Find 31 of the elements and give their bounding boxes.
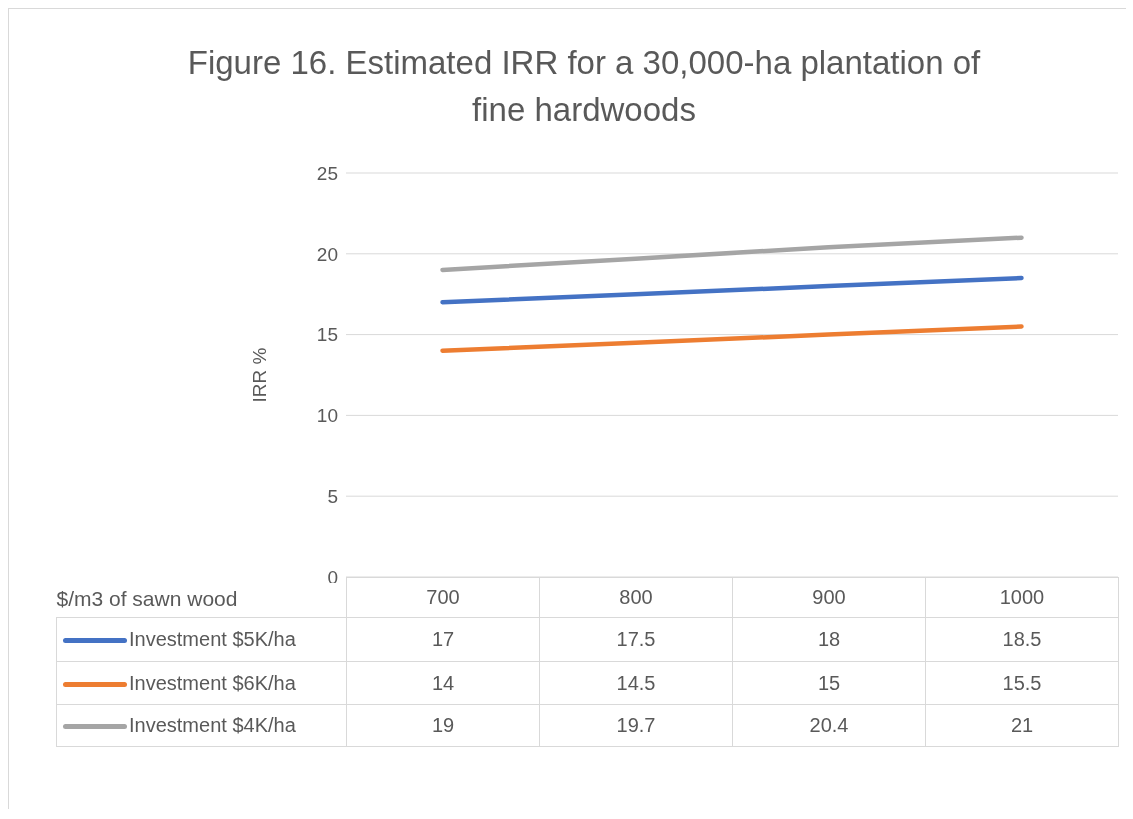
data-label: 17.5 [539,617,733,662]
x-tick-label: 700 [346,577,540,618]
y-tick-label: 5 [327,485,338,507]
y-tick-label: 20 [316,243,338,265]
y-axis-title: IRR % [248,347,270,403]
legend-label: Investment $5K/ha [129,628,296,650]
data-label: 18 [732,617,926,662]
y-tick-label: 25 [316,162,338,184]
data-label: 21 [925,704,1119,747]
data-label: 14 [346,661,540,705]
data-label: 19.7 [539,704,733,747]
data-label: 20.4 [732,704,926,747]
data-label: 18.5 [925,617,1119,662]
x-tick-label: 900 [732,577,926,618]
legend-label: Investment $4K/ha [129,714,296,736]
chart-title: Figure 16. Estimated IRR for a 30,000-ha plantation of fine hardwoods [186,43,982,130]
line-series [440,235,1024,273]
y-tick-label: 0 [327,566,338,588]
line-series [440,324,1024,354]
y-tick-label: 15 [316,324,338,346]
data-label: 19 [346,704,540,747]
data-label: 14.5 [539,661,733,705]
data-label: 17 [346,617,540,662]
x-axis-title: $/m3 of sawn wood [56,587,238,610]
x-tick-label: 1000 [925,577,1119,618]
data-label: 15 [732,661,926,705]
data-label: 15.5 [925,661,1119,705]
line-series [440,275,1024,305]
y-tick-label: 10 [316,405,338,427]
legend-label: Investment $6K/ha [129,671,296,694]
x-tick-label: 800 [539,577,733,618]
